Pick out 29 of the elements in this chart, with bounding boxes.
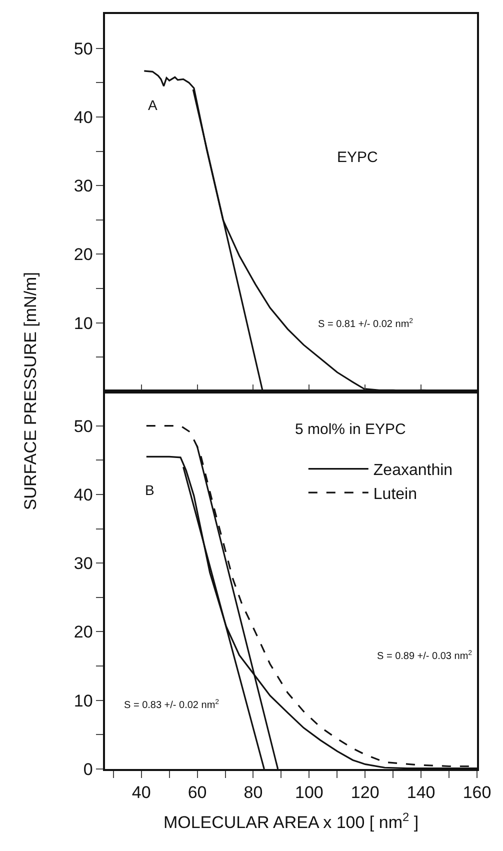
y-tick-label: 50: [74, 39, 93, 58]
legend-label: Zeaxanthin: [373, 462, 453, 480]
y-tick-label: 30: [74, 554, 93, 574]
x-tick-label: 140: [406, 783, 436, 802]
annotation: B: [145, 482, 154, 498]
x-axis-title: MOLECULAR AREA x 100 [ nm$^{2}$ ]: [163, 810, 419, 832]
annotation: S = 0.83 +/- 0.02 nm$^{2}$: [124, 699, 220, 712]
annotation: S = 0.89 +/- 0.03 nm$^{2}$: [377, 650, 472, 662]
y-tick-label: 20: [74, 622, 93, 642]
y-tick-label: 20: [74, 245, 93, 264]
x-tick-label: 80: [244, 783, 263, 802]
x-tick-label: 40: [132, 783, 151, 802]
y-tick-label: 10: [74, 314, 93, 333]
x-tick-label: 160: [462, 783, 492, 802]
annotation: S = 0.81 +/- 0.02 nm$^{2}$: [318, 318, 414, 330]
y-tick-label: 10: [74, 691, 93, 710]
annotation: EYPC: [337, 149, 378, 166]
legend-label: Lutein: [373, 486, 417, 503]
x-tick-label: 120: [350, 783, 380, 802]
x-tick-label: 100: [294, 783, 324, 802]
x-tick-label: 60: [188, 783, 207, 802]
y-tick-label: 40: [74, 108, 93, 127]
y-tick-label: 50: [74, 416, 93, 436]
annotation: A: [148, 97, 158, 113]
y-tick-label: 30: [74, 176, 93, 196]
y-tick-label: 0: [83, 760, 93, 779]
annotation: 5 mol% in EYPC: [295, 421, 406, 438]
y-tick-label: 40: [74, 485, 93, 504]
y-axis-title: SURFACE PRESSURE [mN/m]: [21, 272, 40, 510]
